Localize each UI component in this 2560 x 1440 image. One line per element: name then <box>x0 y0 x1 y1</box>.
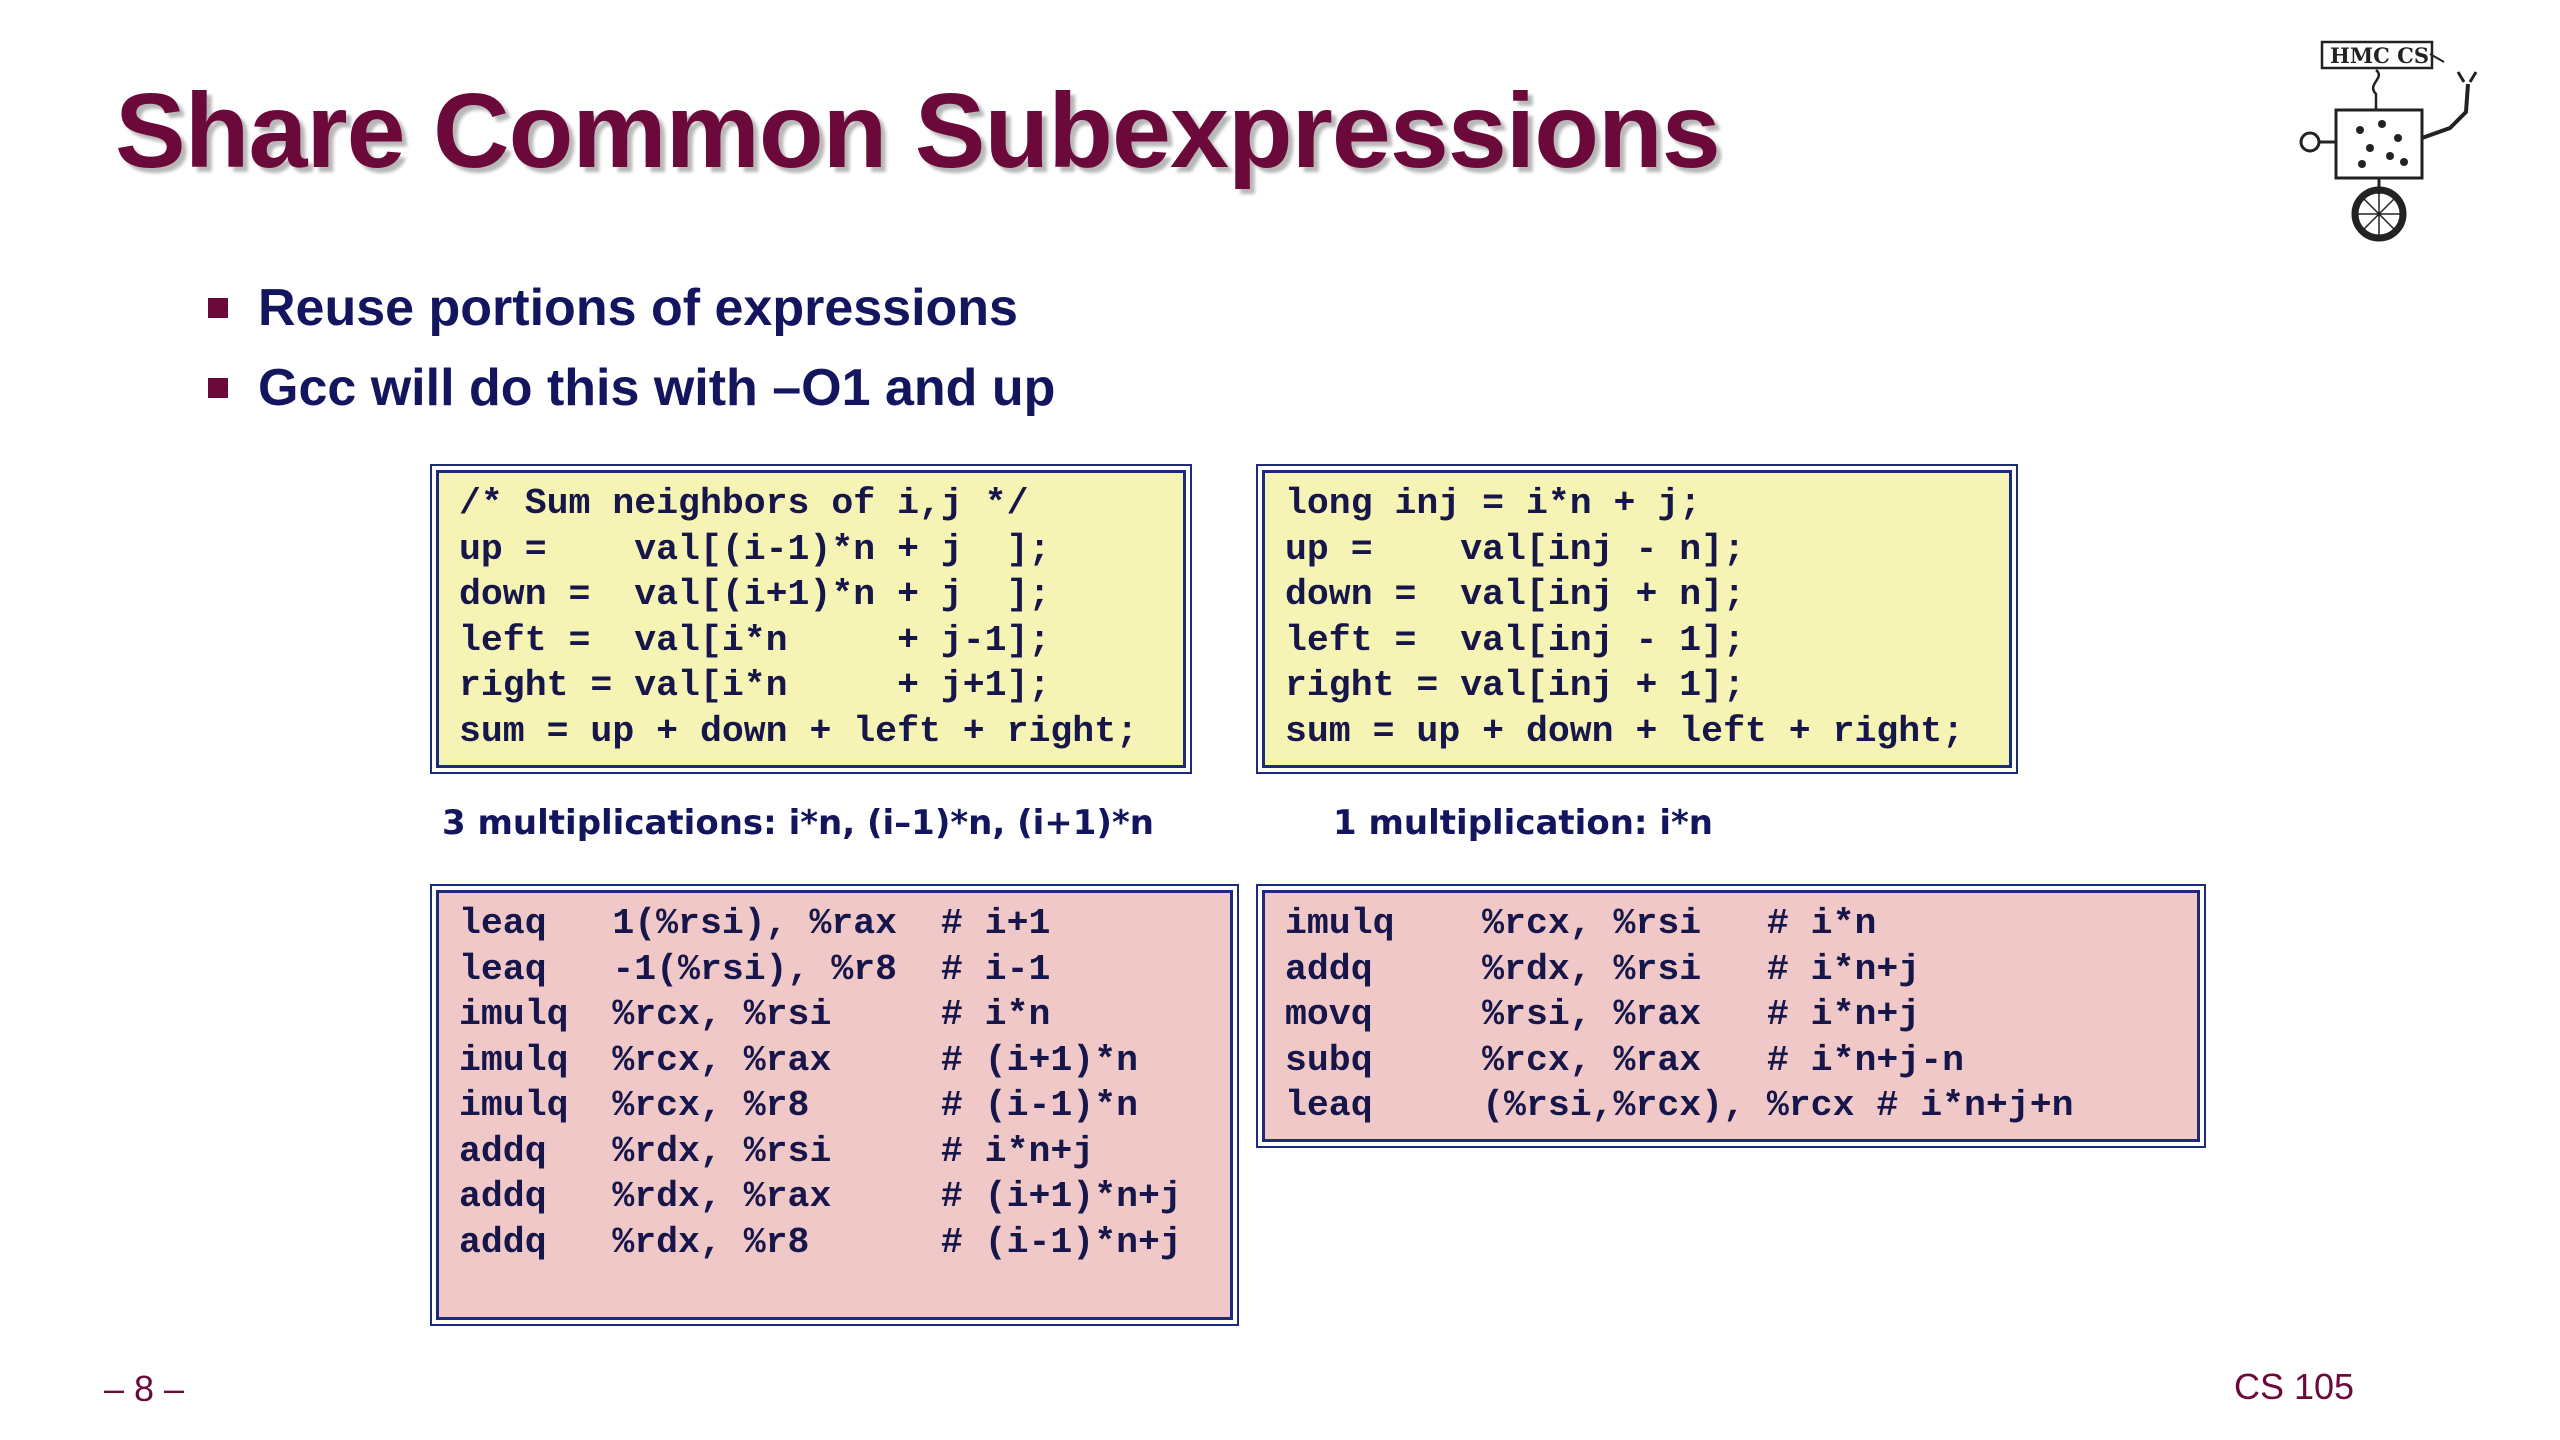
bullet-list: Reuse portions of expressions Gcc will d… <box>208 268 1055 428</box>
bullet-item: Gcc will do this with –O1 and up <box>208 348 1055 428</box>
bullet-square-icon <box>208 298 228 318</box>
page-number: – 8 – <box>104 1368 185 1409</box>
optimized-assembly-box: imulq %rcx, %rsi # i*n addq %rdx, %rsi #… <box>1256 884 2206 1148</box>
logo-text: HMC CS <box>2330 43 2429 68</box>
bullet-text: Gcc will do this with –O1 and up <box>258 359 1056 417</box>
right-multiplication-caption: 1 multiplication: i*n <box>1333 803 1713 843</box>
original-c-code: /* Sum neighbors of i,j */ up = val[(i-1… <box>459 483 1139 752</box>
optimized-assembly-code: imulq %rcx, %rsi # i*n addq %rdx, %rsi #… <box>1285 903 2074 1126</box>
bullet-square-icon <box>208 378 228 398</box>
slide-title: Share Common Subexpressions <box>115 72 1721 190</box>
course-label: CS 105 <box>2234 1366 2355 1407</box>
bullet-text: Reuse portions of expressions <box>258 279 1018 337</box>
original-assembly-box: leaq 1(%rsi), %rax # i+1 leaq -1(%rsi), … <box>430 884 1239 1326</box>
hmc-cs-robot-logo-icon: HMC CS <box>2290 32 2490 252</box>
original-assembly-code: leaq 1(%rsi), %rax # i+1 leaq -1(%rsi), … <box>459 903 1182 1263</box>
optimized-c-code: long inj = i*n + j; up = val[inj - n]; d… <box>1285 483 1965 752</box>
bullet-item: Reuse portions of expressions <box>208 268 1055 348</box>
original-c-code-box: /* Sum neighbors of i,j */ up = val[(i-1… <box>430 464 1192 774</box>
optimized-c-code-box: long inj = i*n + j; up = val[inj - n]; d… <box>1256 464 2018 774</box>
left-multiplication-caption: 3 multiplications: i*n, (i–1)*n, (i+1)*n <box>442 803 1154 843</box>
